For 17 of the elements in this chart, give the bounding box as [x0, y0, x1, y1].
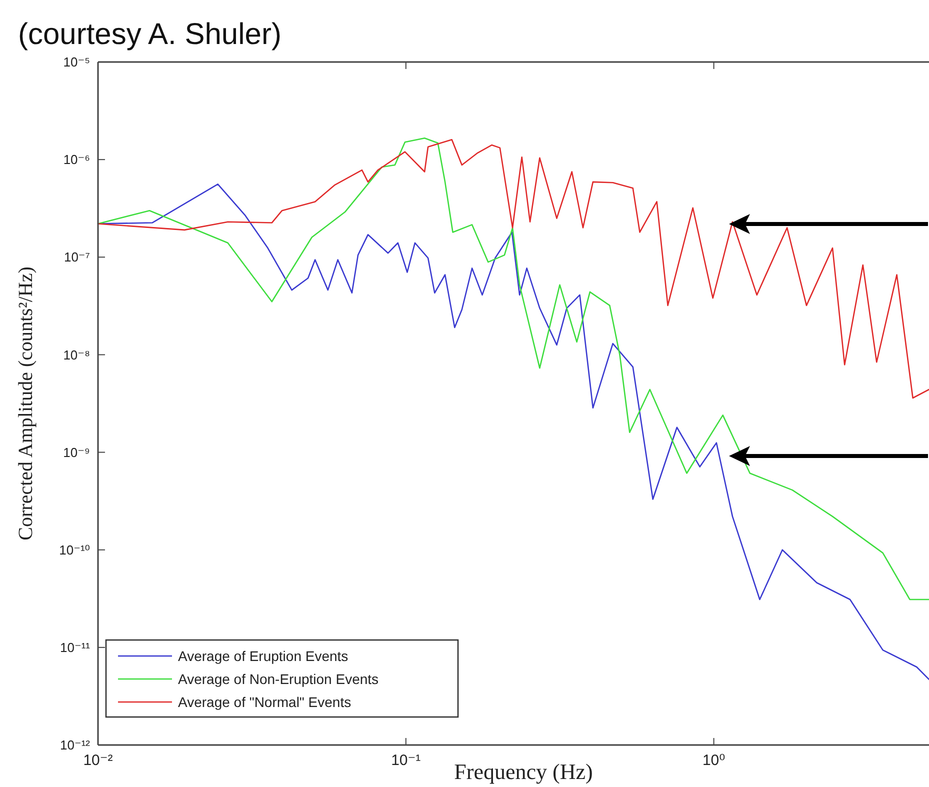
- y-tick-label: 10⁻⁶: [63, 152, 90, 168]
- x-axis-title: Frequency (Hz): [454, 759, 593, 784]
- y-axis-title: Corrected Amplitude (counts²/Hz): [15, 266, 37, 540]
- legend-label: Average of "Normal" Events: [178, 694, 352, 710]
- legend-label: Average of Eruption Events: [178, 648, 348, 664]
- y-tick-label: 10⁻¹²: [60, 738, 91, 753]
- text: (courtesy A. Shuler): [18, 18, 282, 51]
- y-tick-label: 10⁻¹¹: [60, 640, 91, 655]
- y-tick-label: 10⁻⁹: [63, 444, 90, 460]
- legend-label: Average of Non-Eruption Events: [178, 670, 379, 687]
- y-tick-label: 10⁻⁸: [63, 347, 90, 362]
- x-tick-label: 10⁻¹: [391, 752, 421, 769]
- x-tick-label: 10⁻²: [83, 752, 113, 769]
- y-tick-label: 10⁻⁵: [63, 54, 90, 70]
- x-tick-label: 10⁰: [702, 752, 726, 769]
- y-tick-label: 10⁻¹⁰: [59, 542, 90, 558]
- y-tick-label: 10⁻⁷: [64, 250, 90, 265]
